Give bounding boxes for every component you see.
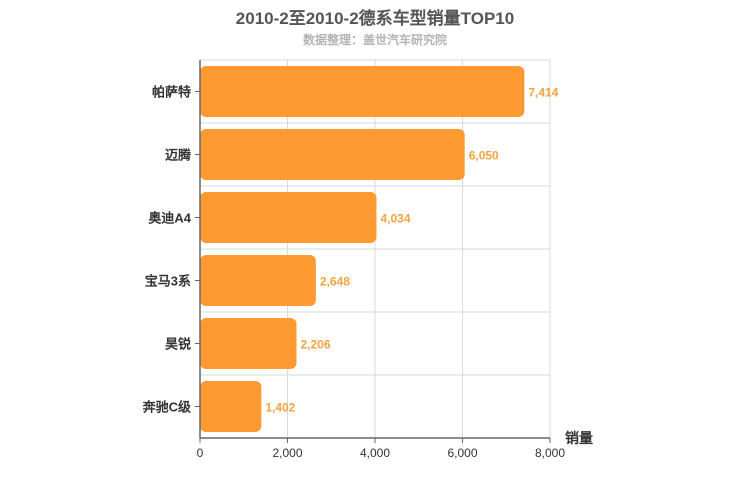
x-tick-label: 0: [197, 446, 204, 460]
x-tick-label: 6,000: [447, 446, 477, 460]
value-label: 6,050: [469, 149, 499, 163]
category-label: 奔驰C级: [142, 400, 192, 415]
category-label: 奥迪A4: [148, 211, 191, 226]
bar: [200, 318, 297, 369]
x-tick-label: 8,000: [535, 446, 565, 460]
chart-subtitle: 数据整理：盖世汽车研究院: [302, 33, 447, 47]
bar: [200, 129, 465, 180]
category-label: 昊锐: [165, 337, 191, 352]
bar: [200, 381, 262, 432]
bar: [200, 255, 316, 306]
x-tick-label: 4,000: [360, 446, 390, 460]
x-axis-label: 销量: [565, 430, 593, 446]
chart-title: 2010-2至2010-2德系车型销量TOP10: [235, 9, 515, 28]
category-label: 迈腾: [165, 148, 192, 163]
x-tick-label: 2,000: [272, 446, 302, 460]
category-label: 帕萨特: [152, 85, 191, 100]
category-label: 宝马3系: [145, 274, 191, 289]
value-label: 2,206: [301, 338, 331, 352]
value-label: 4,034: [380, 212, 410, 226]
bar: [200, 66, 525, 117]
bar: [200, 192, 377, 243]
value-label: 7,414: [528, 86, 558, 100]
value-label: 2,648: [320, 275, 350, 289]
value-label: 1,402: [265, 401, 295, 415]
